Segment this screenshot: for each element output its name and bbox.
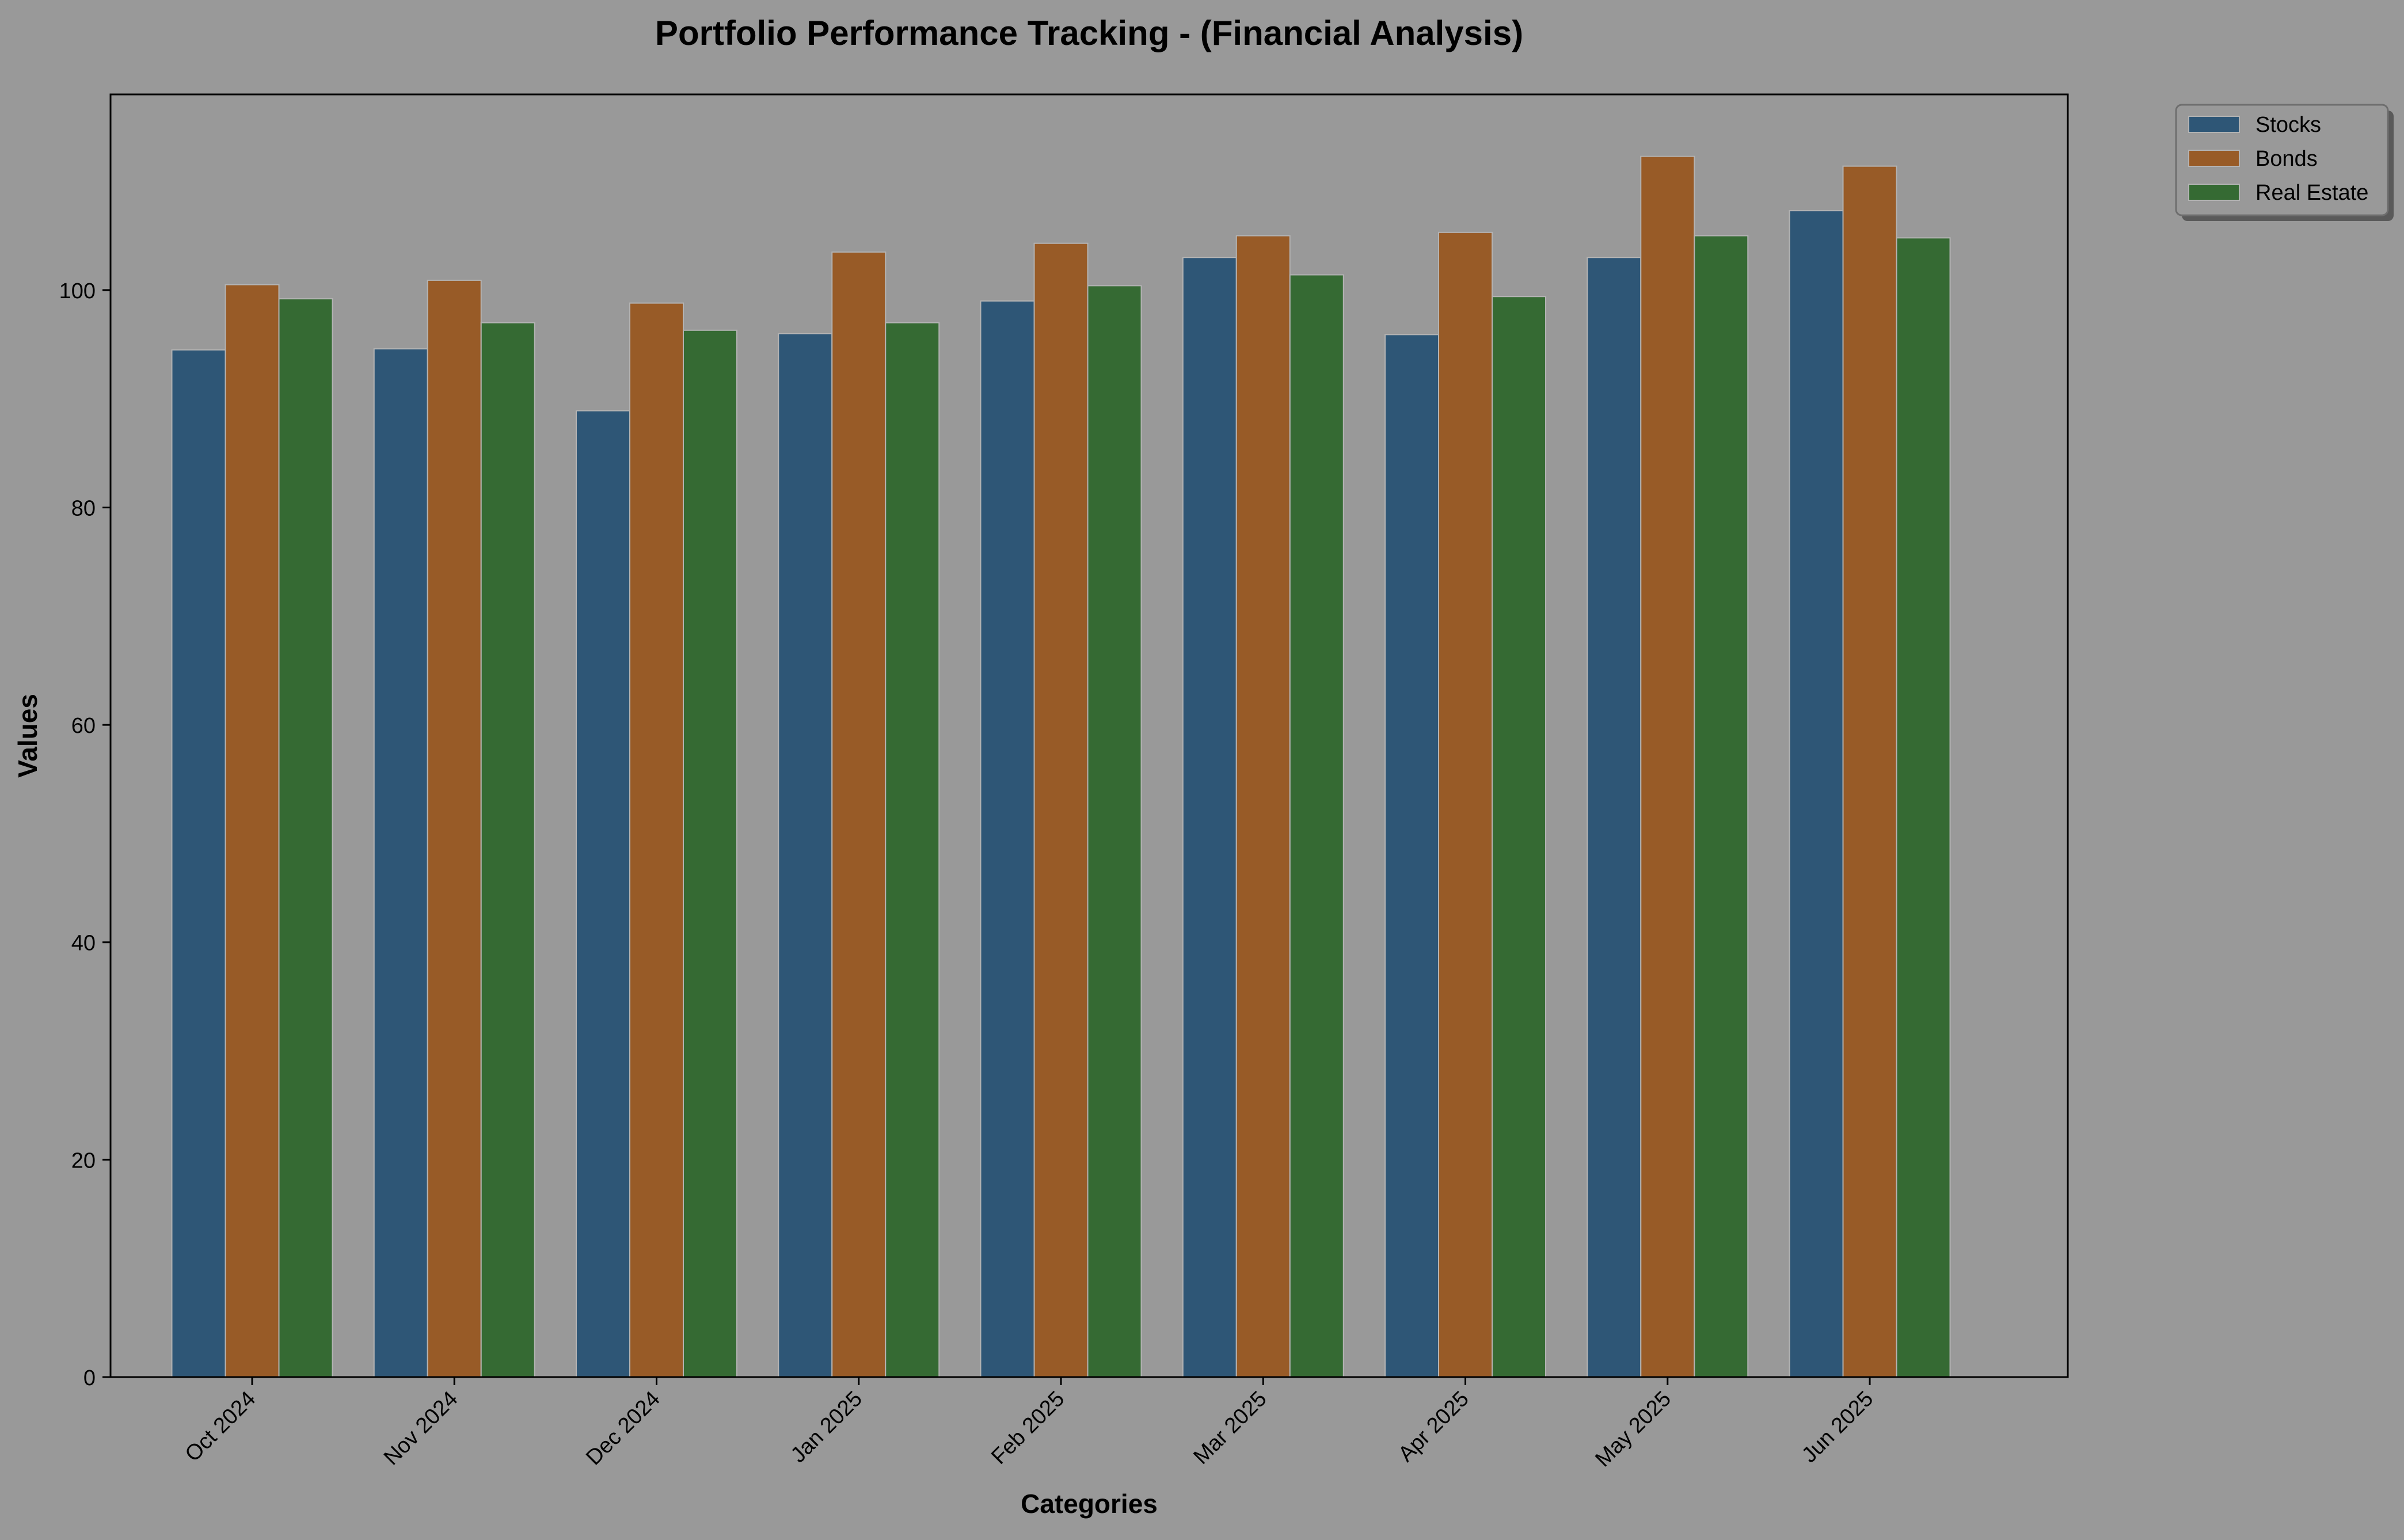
bar-stocks-0 xyxy=(171,349,226,1378)
legend-swatch-bonds xyxy=(2188,150,2240,167)
bar-bonds-0 xyxy=(225,284,280,1378)
x-axis-label: Categories xyxy=(1021,1489,1158,1519)
bar-stocks-1 xyxy=(373,348,428,1378)
bar-stocks-3 xyxy=(778,333,833,1378)
bar-real-estate-1 xyxy=(480,322,535,1378)
legend-label-real-estate: Real Estate xyxy=(2255,181,2368,205)
bar-stocks-7 xyxy=(1587,257,1642,1378)
bar-real-estate-3 xyxy=(885,322,940,1378)
bar-bonds-5 xyxy=(1235,235,1291,1378)
chart-title: Portfolio Performance Tracking - (Financ… xyxy=(655,14,1523,52)
y-tick-label: 20 xyxy=(71,1149,96,1173)
legend-swatch-stocks xyxy=(2188,116,2240,133)
bar-bonds-4 xyxy=(1033,242,1089,1378)
bar-stocks-6 xyxy=(1384,334,1439,1378)
bar-bonds-7 xyxy=(1640,155,1695,1378)
bar-real-estate-5 xyxy=(1289,274,1344,1378)
bars-group xyxy=(171,155,1951,1378)
bar-real-estate-4 xyxy=(1087,285,1142,1378)
legend-swatch-real-estate xyxy=(2188,184,2240,201)
bar-bonds-3 xyxy=(831,251,887,1378)
bar-real-estate-2 xyxy=(683,329,737,1378)
bar-real-estate-0 xyxy=(278,298,333,1378)
bar-real-estate-8 xyxy=(1896,237,1951,1378)
y-tick-label: 40 xyxy=(71,931,96,956)
legend-label-bonds: Bonds xyxy=(2255,147,2318,171)
y-tick-label: 0 xyxy=(83,1366,96,1390)
bar-real-estate-6 xyxy=(1492,296,1546,1378)
bar-stocks-8 xyxy=(1789,210,1844,1378)
legend-label-stocks: Stocks xyxy=(2255,113,2321,137)
y-axis-label: Values xyxy=(13,694,43,778)
bar-bonds-8 xyxy=(1842,165,1897,1378)
bar-bonds-6 xyxy=(1438,231,1493,1378)
y-tick-label: 80 xyxy=(71,496,96,520)
bar-stocks-5 xyxy=(1182,257,1237,1378)
bar-bonds-1 xyxy=(427,279,482,1378)
y-tick-label: 60 xyxy=(71,714,96,738)
y-tick-label: 100 xyxy=(59,279,96,303)
bar-stocks-4 xyxy=(980,300,1035,1378)
y-axis: 0 20 40 60 80 100 xyxy=(59,279,111,1390)
bar-bonds-2 xyxy=(629,302,684,1378)
bar-real-estate-7 xyxy=(1694,235,1749,1378)
plot-area-frame xyxy=(109,93,2069,1378)
bar-stocks-2 xyxy=(576,410,630,1378)
legend: Stocks Bonds Real Estate xyxy=(2175,104,2394,221)
